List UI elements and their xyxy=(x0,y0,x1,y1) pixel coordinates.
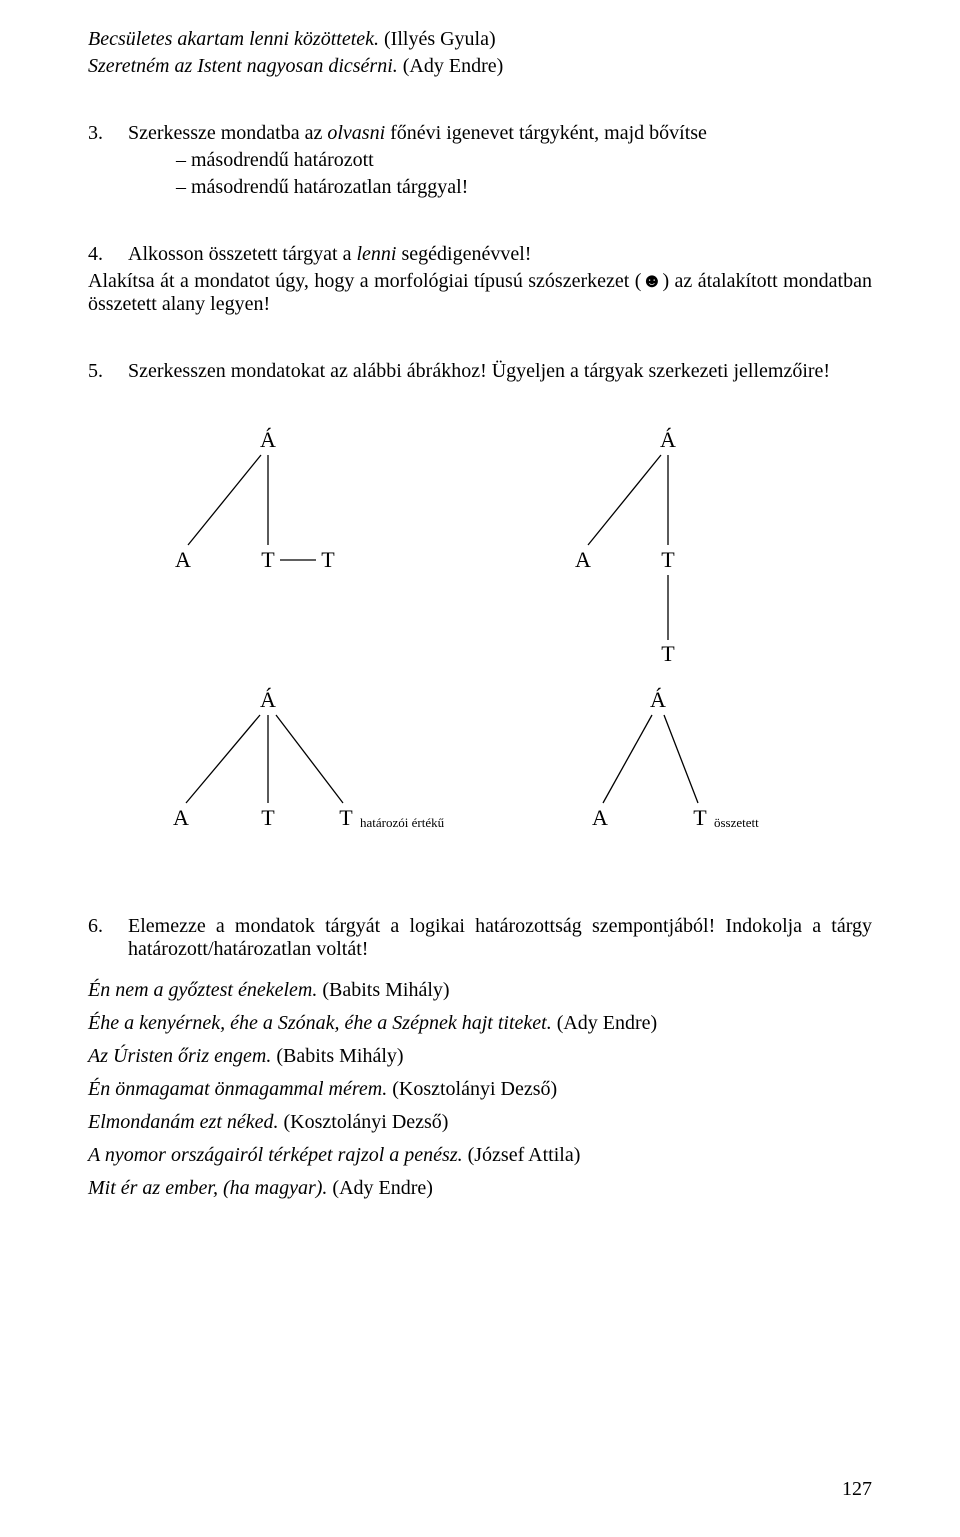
page-number: 127 xyxy=(842,1478,872,1501)
text-part: főnévi igenevet tárgyként, majd bővítse xyxy=(385,122,707,144)
text-part: Alkosson összetett tárgyat a xyxy=(128,243,356,265)
node-T: T xyxy=(261,547,275,572)
quote-paren: (Ady Endre) xyxy=(403,55,504,77)
diagram-2: Á A T T xyxy=(488,425,848,675)
diagram-4: Á A T összetett xyxy=(488,685,848,845)
bullet-text: másodrendű határozott xyxy=(191,149,374,171)
node-root: Á xyxy=(260,687,276,712)
quote-paren: (Ady Endre) xyxy=(557,1012,658,1034)
node-root: Á xyxy=(660,427,676,452)
quote-italic: Becsületes akartam lenni közöttetek. xyxy=(88,28,379,50)
quote-paren: (Babits Mihály) xyxy=(276,1045,403,1067)
quote-paren: (Illyés Gyula) xyxy=(384,28,496,50)
task-text: Alakítsa át a mondatot úgy, hogy a morfo… xyxy=(88,270,872,316)
task-body: Szerkessze mondatba az olvasni főnévi ig… xyxy=(128,122,872,203)
task-3: 3. Szerkessze mondatba az olvasni főnévi… xyxy=(88,122,872,203)
tree-edge xyxy=(664,715,698,803)
task-body: Szerkesszen mondatokat az alábbi ábrákho… xyxy=(128,360,872,387)
node-T: T xyxy=(339,805,353,830)
quote-italic: Szeretném az Istent nagyosan dicsérni. xyxy=(88,55,398,77)
node-T: T xyxy=(693,805,707,830)
node-sub: határozói értékű xyxy=(360,815,445,830)
tree-edge xyxy=(188,455,261,545)
bullet-item: másodrendű határozatlan tárggyal! xyxy=(176,176,872,199)
quote-line: Szeretném az Istent nagyosan dicsérni. (… xyxy=(88,55,872,78)
diagram-row-2: Á A T T határozói értékű Á A T összetett xyxy=(128,685,872,845)
node-sub: összetett xyxy=(714,815,759,830)
quote-paren: (József Attila) xyxy=(468,1144,581,1166)
quote-paren: (Babits Mihály) xyxy=(322,979,449,1001)
quote-line: Becsületes akartam lenni közöttetek. (Il… xyxy=(88,28,872,51)
node-T: T xyxy=(321,547,335,572)
node-A: A xyxy=(173,805,189,830)
tree-edge xyxy=(588,455,661,545)
task-number: 6. xyxy=(88,915,128,961)
quote-line: Mit ér az ember, (ha magyar). (Ady Endre… xyxy=(88,1177,872,1200)
quote-italic: Én nem a győztest énekelem. xyxy=(88,979,317,1001)
quote-italic: Éhe a kenyérnek, éhe a Szónak, éhe a Szé… xyxy=(88,1012,552,1034)
task-number: 4. xyxy=(88,243,128,270)
text-italic: lenni xyxy=(356,243,396,265)
task-4: 4. Alkosson összetett tárgyat a lenni se… xyxy=(88,243,872,270)
node-A: A xyxy=(175,547,191,572)
task-number: 3. xyxy=(88,122,128,203)
task-body: Elemezze a mondatok tárgyát a logikai ha… xyxy=(128,915,872,961)
page: Becsületes akartam lenni közöttetek. (Il… xyxy=(0,0,960,1537)
quote-italic: Elmondanám ezt néked. xyxy=(88,1111,279,1133)
node-A: A xyxy=(592,805,608,830)
quote-paren: (Kosztolányi Dezső) xyxy=(284,1111,449,1133)
quote-line: Az Úristen őriz engem. (Babits Mihály) xyxy=(88,1045,872,1068)
quote-italic: Mit ér az ember, (ha magyar). xyxy=(88,1177,327,1199)
task-text: Szerkessze mondatba az olvasni főnévi ig… xyxy=(128,122,872,145)
node-T: T xyxy=(661,547,675,572)
node-T: T xyxy=(661,641,675,666)
quote-line: Éhe a kenyérnek, éhe a Szónak, éhe a Szé… xyxy=(88,1012,872,1035)
diagram-3: Á A T T határozói értékű xyxy=(128,685,488,845)
quote-italic: Én önmagamat önmagammal mérem. xyxy=(88,1078,387,1100)
quote-line: A nyomor országairól térképet rajzol a p… xyxy=(88,1144,872,1167)
task-body: Alkosson összetett tárgyat a lenni segéd… xyxy=(128,243,872,270)
tree-edge xyxy=(186,715,260,803)
quote-paren: (Kosztolányi Dezső) xyxy=(392,1078,557,1100)
node-A: A xyxy=(575,547,591,572)
text-part: Szerkessze mondatba az xyxy=(128,122,327,144)
tree-edge xyxy=(603,715,652,803)
diagram-row-1: Á A T T Á A T T xyxy=(128,425,872,675)
quote-italic: Az Úristen őriz engem. xyxy=(88,1045,271,1067)
diagram-1: Á A T T xyxy=(128,425,488,675)
quote-line: Én nem a győztest énekelem. (Babits Mihá… xyxy=(88,979,872,1002)
task-text: Alkosson összetett tárgyat a lenni segéd… xyxy=(128,243,872,266)
bullet-text: másodrendű határozatlan tárggyal! xyxy=(191,176,468,198)
task-5: 5. Szerkesszen mondatokat az alábbi ábrá… xyxy=(88,360,872,387)
text-part: segédigenévvel! xyxy=(396,243,531,265)
tree-edge xyxy=(276,715,343,803)
quote-paren: (Ady Endre) xyxy=(332,1177,433,1199)
quote-line: Én önmagamat önmagammal mérem. (Kosztolá… xyxy=(88,1078,872,1101)
task-6: 6. Elemezze a mondatok tárgyát a logikai… xyxy=(88,915,872,961)
bullet-item: másodrendű határozott xyxy=(176,149,872,172)
text-italic: olvasni xyxy=(327,122,385,144)
node-T: T xyxy=(261,805,275,830)
quote-line: Elmondanám ezt néked. (Kosztolányi Dezső… xyxy=(88,1111,872,1134)
task-text: Elemezze a mondatok tárgyát a logikai ha… xyxy=(128,915,872,960)
task-text: Szerkesszen mondatokat az alábbi ábrákho… xyxy=(128,360,872,383)
task-number: 5. xyxy=(88,360,128,387)
quote-italic: A nyomor országairól térképet rajzol a p… xyxy=(88,1144,463,1166)
node-root: Á xyxy=(260,427,276,452)
node-root: Á xyxy=(650,687,666,712)
